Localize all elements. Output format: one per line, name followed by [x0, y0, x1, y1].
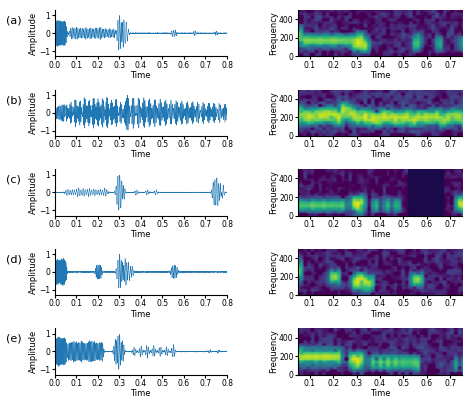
X-axis label: Time: Time: [370, 309, 390, 319]
Y-axis label: Amplitude: Amplitude: [29, 91, 38, 134]
X-axis label: Time: Time: [370, 230, 390, 239]
X-axis label: Time: Time: [370, 71, 390, 80]
Y-axis label: Frequency: Frequency: [269, 250, 278, 294]
X-axis label: Time: Time: [130, 151, 151, 160]
Text: (a): (a): [6, 16, 22, 26]
Y-axis label: Frequency: Frequency: [269, 91, 278, 135]
Y-axis label: Frequency: Frequency: [269, 11, 278, 55]
Y-axis label: Amplitude: Amplitude: [29, 330, 38, 373]
Y-axis label: Frequency: Frequency: [269, 330, 278, 373]
Text: (e): (e): [6, 334, 22, 344]
X-axis label: Time: Time: [370, 389, 390, 398]
X-axis label: Time: Time: [130, 230, 151, 239]
Text: (c): (c): [6, 175, 21, 185]
Y-axis label: Amplitude: Amplitude: [29, 12, 38, 55]
Y-axis label: Frequency: Frequency: [269, 171, 278, 214]
Text: (d): (d): [6, 254, 22, 264]
X-axis label: Time: Time: [130, 309, 151, 319]
Y-axis label: Amplitude: Amplitude: [29, 250, 38, 294]
Y-axis label: Amplitude: Amplitude: [29, 171, 38, 214]
Bar: [408, 169, 443, 215]
X-axis label: Time: Time: [370, 151, 390, 160]
X-axis label: Time: Time: [130, 71, 151, 80]
X-axis label: Time: Time: [130, 389, 151, 398]
Text: (b): (b): [6, 95, 22, 105]
